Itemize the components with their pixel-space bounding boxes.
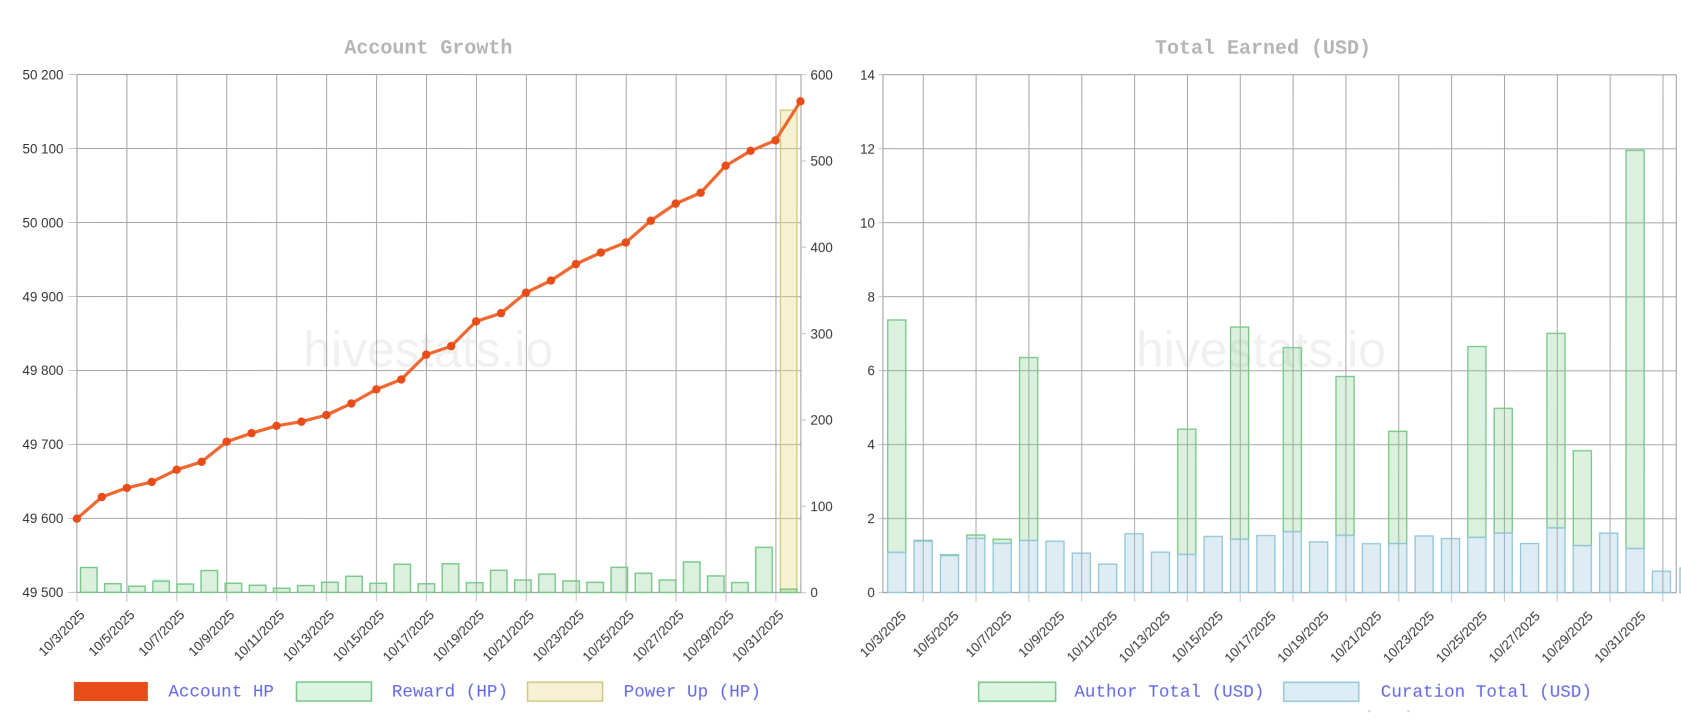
svg-text:200: 200 — [810, 413, 832, 428]
svg-text:49 800: 49 800 — [22, 363, 63, 378]
svg-text:6: 6 — [867, 363, 874, 378]
svg-text:300: 300 — [810, 326, 832, 341]
svg-text:100: 100 — [810, 499, 832, 514]
svg-text:8: 8 — [867, 289, 874, 304]
svg-text:49 700: 49 700 — [22, 437, 63, 452]
svg-text:10: 10 — [860, 215, 875, 230]
svg-text:4: 4 — [867, 437, 875, 452]
svg-text:Author Total (USD): Author Total (USD) — [1074, 683, 1264, 703]
svg-text:49 900: 49 900 — [22, 289, 63, 304]
svg-text:Account Growth: Account Growth — [344, 38, 512, 61]
svg-text:50 100: 50 100 — [22, 141, 63, 156]
svg-text:600: 600 — [810, 67, 832, 82]
svg-text:50 000: 50 000 — [22, 215, 63, 230]
svg-text:0: 0 — [867, 585, 874, 600]
svg-text:50 200: 50 200 — [23, 67, 64, 82]
svg-text:hivestats.io: hivestats.io — [303, 322, 553, 378]
svg-text:0: 0 — [810, 585, 817, 600]
svg-text:14: 14 — [860, 67, 875, 82]
svg-text:Account HP: Account HP — [168, 683, 274, 703]
svg-text:Reward (HP): Reward (HP) — [392, 683, 508, 703]
svg-text:Power Up (HP): Power Up (HP) — [624, 683, 761, 703]
svg-text:12: 12 — [860, 141, 875, 156]
svg-text:Total Earned (USD): Total Earned (USD) — [1155, 38, 1371, 61]
svg-text:hivestats.io: hivestats.io — [1136, 322, 1386, 378]
svg-text:500: 500 — [810, 154, 832, 169]
svg-text:49 500: 49 500 — [22, 585, 63, 600]
svg-text:49 600: 49 600 — [22, 511, 63, 526]
svg-text:400: 400 — [810, 240, 832, 255]
svg-text:Curation Total (USD): Curation Total (USD) — [1381, 683, 1592, 703]
svg-text:2: 2 — [867, 511, 874, 526]
